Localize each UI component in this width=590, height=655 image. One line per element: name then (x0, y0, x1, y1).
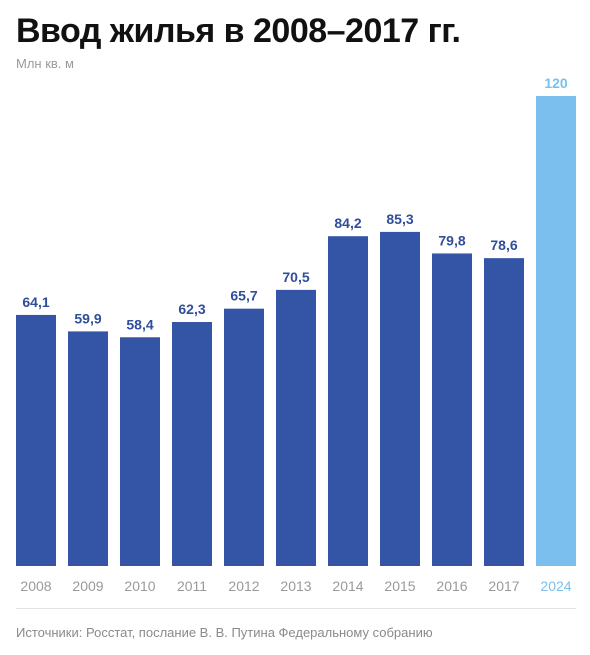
bar-2024 (536, 96, 576, 566)
value-label-2024: 120 (544, 75, 568, 91)
source-note: Источники: Росстат, послание В. В. Путин… (16, 625, 433, 640)
value-label-2011: 62,3 (178, 301, 205, 317)
category-label-2015: 2015 (384, 578, 415, 594)
bar-2015 (380, 231, 420, 567)
category-label-2010: 2010 (124, 578, 155, 594)
chart-title: Ввод жилья в 2008–2017 гг. (16, 12, 461, 50)
category-label-2024: 2024 (540, 578, 571, 594)
category-labels-group: 2008 2009 2010 2011 2012 2013 2014 2015 2016 2017… (20, 578, 571, 594)
category-label-2012: 2012 (228, 578, 259, 594)
divider (16, 608, 576, 609)
category-label-2009: 2009 (72, 578, 103, 594)
category-label-2008: 2008 (20, 578, 51, 594)
value-label-2012: 65,7 (230, 288, 257, 304)
bar-2014 (328, 236, 368, 566)
bar-2011 (172, 321, 212, 566)
value-label-2014: 84,2 (334, 215, 361, 231)
category-label-2011: 2011 (177, 578, 207, 594)
value-label-2008: 64,1 (22, 294, 49, 310)
category-label-2013: 2013 (280, 578, 311, 594)
value-label-2009: 59,9 (74, 310, 101, 326)
bars-group (16, 96, 576, 567)
value-label-2015: 85,3 (386, 211, 413, 227)
bar-2008 (16, 314, 56, 566)
bar-2013 (276, 289, 316, 566)
category-label-2017: 2017 (488, 578, 519, 594)
category-label-2016: 2016 (436, 578, 467, 594)
bar-2010 (120, 337, 160, 566)
unit-label: Млн кв. м (16, 56, 74, 71)
value-label-2013: 70,5 (282, 269, 309, 285)
category-label-2014: 2014 (332, 578, 363, 594)
value-label-2010: 58,4 (126, 316, 153, 332)
bar-2012 (224, 308, 264, 566)
bar-2016 (432, 253, 472, 566)
value-label-2016: 79,8 (438, 232, 465, 248)
value-labels-group: 64,1 59,9 58,4 62,3 65,7 70,5 84,2 85,3 79,8 78,6… (22, 75, 568, 332)
value-label-2017: 78,6 (490, 237, 517, 253)
bar-2009 (68, 331, 108, 566)
bar-2017 (484, 258, 524, 566)
